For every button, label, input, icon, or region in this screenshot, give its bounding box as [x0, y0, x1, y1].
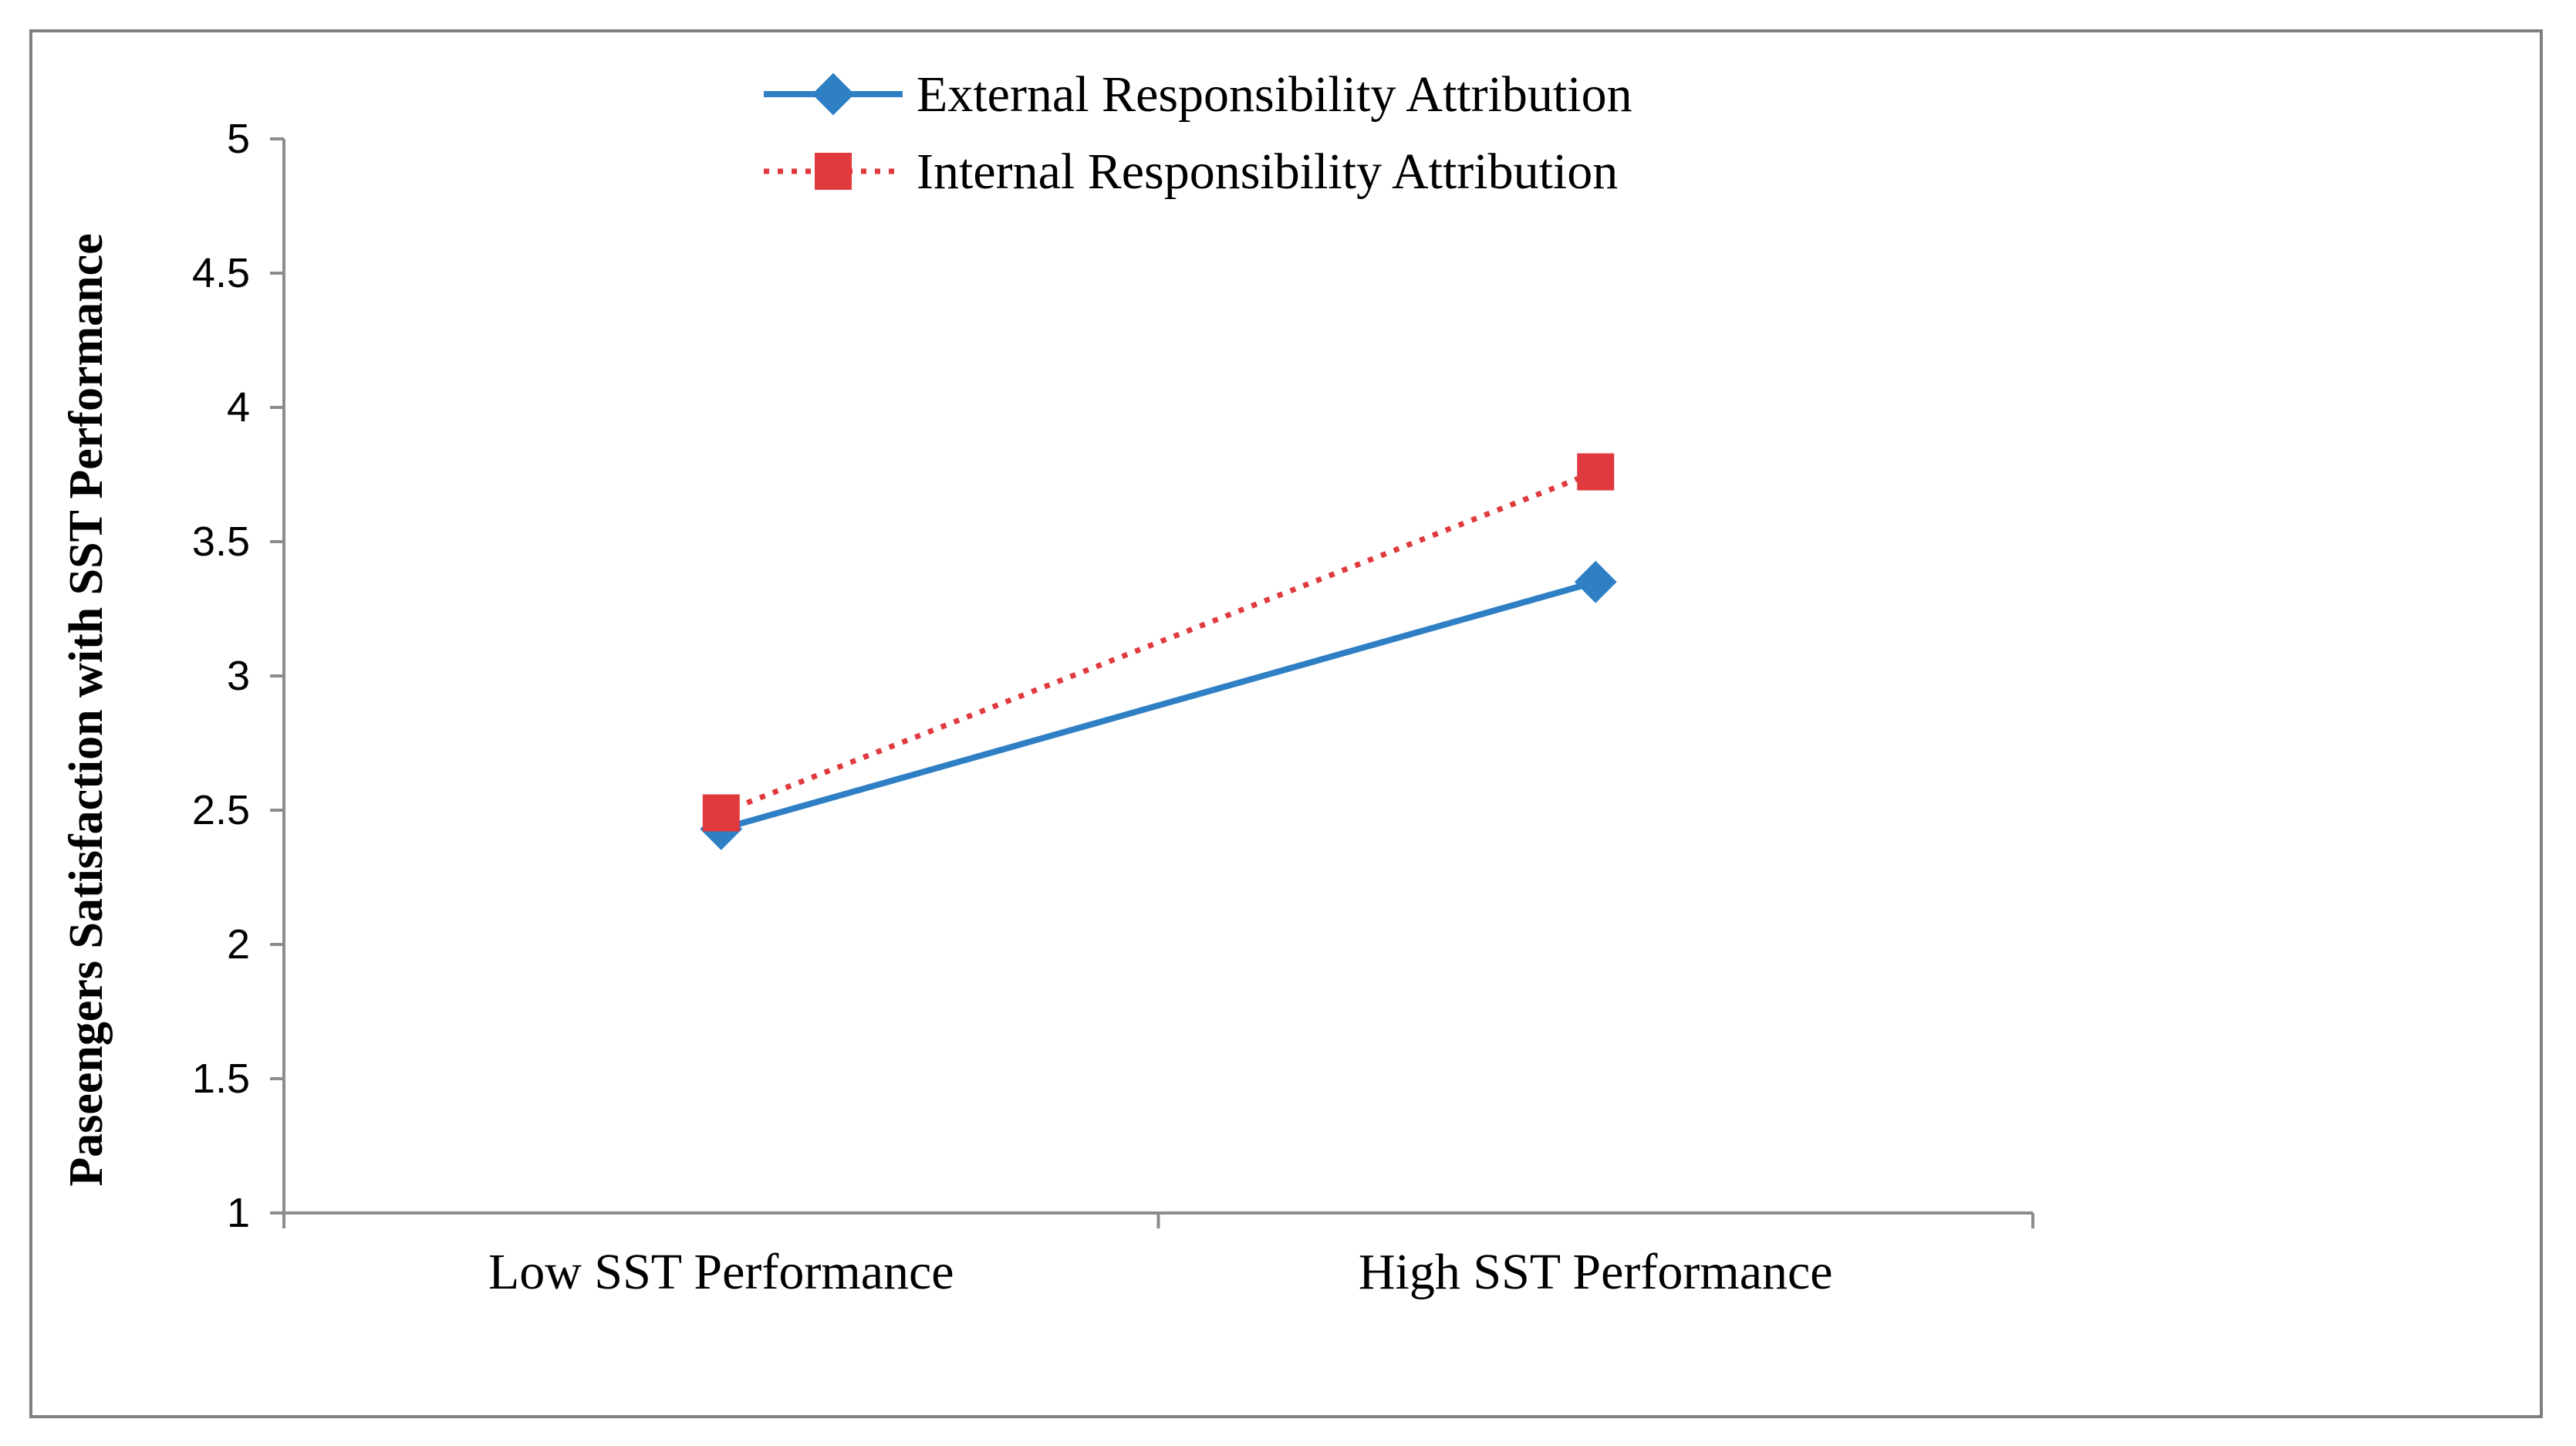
y-axis-title: Paseengers Satisfaction with SST Perform…	[60, 233, 113, 1186]
series-line	[720, 579, 1597, 833]
legend-marker	[812, 73, 855, 116]
legend: External Responsibility Attribution Inter…	[764, 66, 1632, 200]
y-tick-label: 3	[227, 653, 250, 699]
series-group	[700, 453, 1617, 850]
x-category-label: High SST Performance	[1359, 1244, 1833, 1300]
data-point-marker	[1574, 560, 1617, 603]
y-tick-label: 2.5	[192, 787, 250, 833]
legend-label: External Responsibility Attribution	[917, 66, 1632, 123]
y-tick-label: 1.5	[192, 1056, 250, 1102]
legend-label: Internal Responsibility Attribution	[917, 144, 1618, 200]
series-line	[720, 469, 1597, 816]
y-axis-ticks: 1 1.5 2 2.5 3 3.5 4 4.5 5	[192, 116, 284, 1236]
series-2	[702, 453, 1615, 832]
data-point-marker	[702, 794, 740, 832]
axes	[282, 139, 2033, 1215]
y-tick-label: 5	[227, 116, 250, 162]
y-tick-label: 4.5	[192, 250, 250, 296]
y-tick-label: 2	[227, 921, 250, 968]
y-tick-label: 4	[227, 384, 250, 431]
x-axis-categories: Low SST Performance High SST Performance	[282, 1213, 2034, 1300]
chart-frame	[29, 29, 2543, 1418]
x-category-label: Low SST Performance	[488, 1244, 954, 1300]
legend-marker	[815, 153, 852, 190]
y-tick-label: 1	[227, 1190, 250, 1236]
y-tick-label: 3.5	[192, 519, 250, 565]
data-point-marker	[1577, 453, 1615, 491]
series-1	[700, 560, 1617, 850]
